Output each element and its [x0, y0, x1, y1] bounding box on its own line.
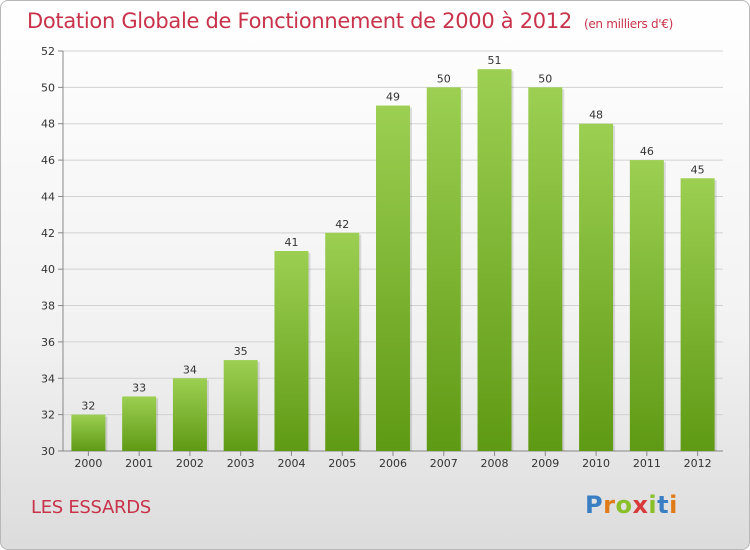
bar-value-label: 45	[691, 163, 705, 176]
y-tick-label: 52	[41, 45, 55, 58]
bar-value-label: 48	[589, 109, 603, 122]
bar	[477, 69, 512, 451]
y-tick-label: 40	[41, 263, 55, 276]
bar-value-label: 51	[488, 54, 502, 67]
x-tick-label: 2002	[176, 457, 204, 470]
y-tick-label: 46	[41, 154, 55, 167]
chart-subtitle: (en milliers d'€)	[583, 17, 673, 31]
bar-value-label: 33	[132, 381, 146, 394]
x-tick-label: 2009	[531, 457, 559, 470]
logo-letter: P	[585, 491, 604, 519]
bar-value-label: 32	[81, 400, 95, 413]
title-text: Dotation Globale de Fonctionnement de 20…	[27, 9, 572, 33]
y-tick-label: 30	[41, 445, 55, 458]
proxiti-logo[interactable]: Proxiti	[585, 491, 678, 519]
bar	[629, 160, 664, 451]
x-tick-label: 2000	[74, 457, 102, 470]
bar	[325, 232, 360, 451]
x-tick-label: 2001	[125, 457, 153, 470]
y-tick-label: 44	[41, 190, 55, 203]
y-tick-label: 34	[41, 372, 55, 385]
logo-letter: i	[648, 491, 658, 519]
x-tick-label: 2011	[633, 457, 661, 470]
logo-letter: i	[669, 491, 678, 519]
bar-value-label: 42	[335, 218, 349, 231]
bar	[122, 396, 157, 451]
y-tick-label: 50	[41, 81, 55, 94]
x-tick-label: 2010	[582, 457, 610, 470]
bar	[376, 105, 410, 451]
bar-value-label: 50	[538, 72, 552, 85]
bar	[426, 87, 461, 451]
bar-value-label: 35	[234, 345, 248, 358]
x-tick-label: 2012	[684, 457, 712, 470]
x-tick-label: 2004	[277, 457, 305, 470]
bar	[71, 414, 106, 451]
bar	[528, 87, 563, 451]
logo-letter: x	[632, 491, 649, 519]
y-tick-label: 38	[41, 300, 55, 313]
y-tick-label: 48	[41, 118, 55, 131]
x-tick-label: 2008	[481, 457, 509, 470]
x-tick-label: 2003	[227, 457, 255, 470]
logo-letter: r	[603, 491, 616, 519]
bar	[680, 178, 715, 452]
logo-letter: o	[615, 491, 633, 519]
bar	[579, 123, 614, 452]
bar-value-label: 41	[284, 236, 298, 249]
commune-name: LES ESSARDS	[31, 497, 151, 518]
chart-title: Dotation Globale de Fonctionnement de 20…	[27, 9, 673, 33]
y-tick-label: 42	[41, 227, 55, 240]
y-tick-label: 36	[41, 336, 55, 349]
x-tick-label: 2005	[328, 457, 356, 470]
bar-value-label: 34	[183, 363, 197, 376]
y-tick-label: 32	[41, 409, 55, 422]
bar-value-label: 49	[386, 91, 400, 104]
bar	[223, 360, 258, 451]
bar-value-label: 50	[437, 72, 451, 85]
bar	[172, 378, 207, 451]
x-tick-label: 2007	[430, 457, 458, 470]
bar	[274, 251, 309, 451]
x-tick-label: 2006	[379, 457, 407, 470]
bar-value-label: 46	[640, 145, 654, 158]
logo-letter: t	[657, 491, 670, 519]
